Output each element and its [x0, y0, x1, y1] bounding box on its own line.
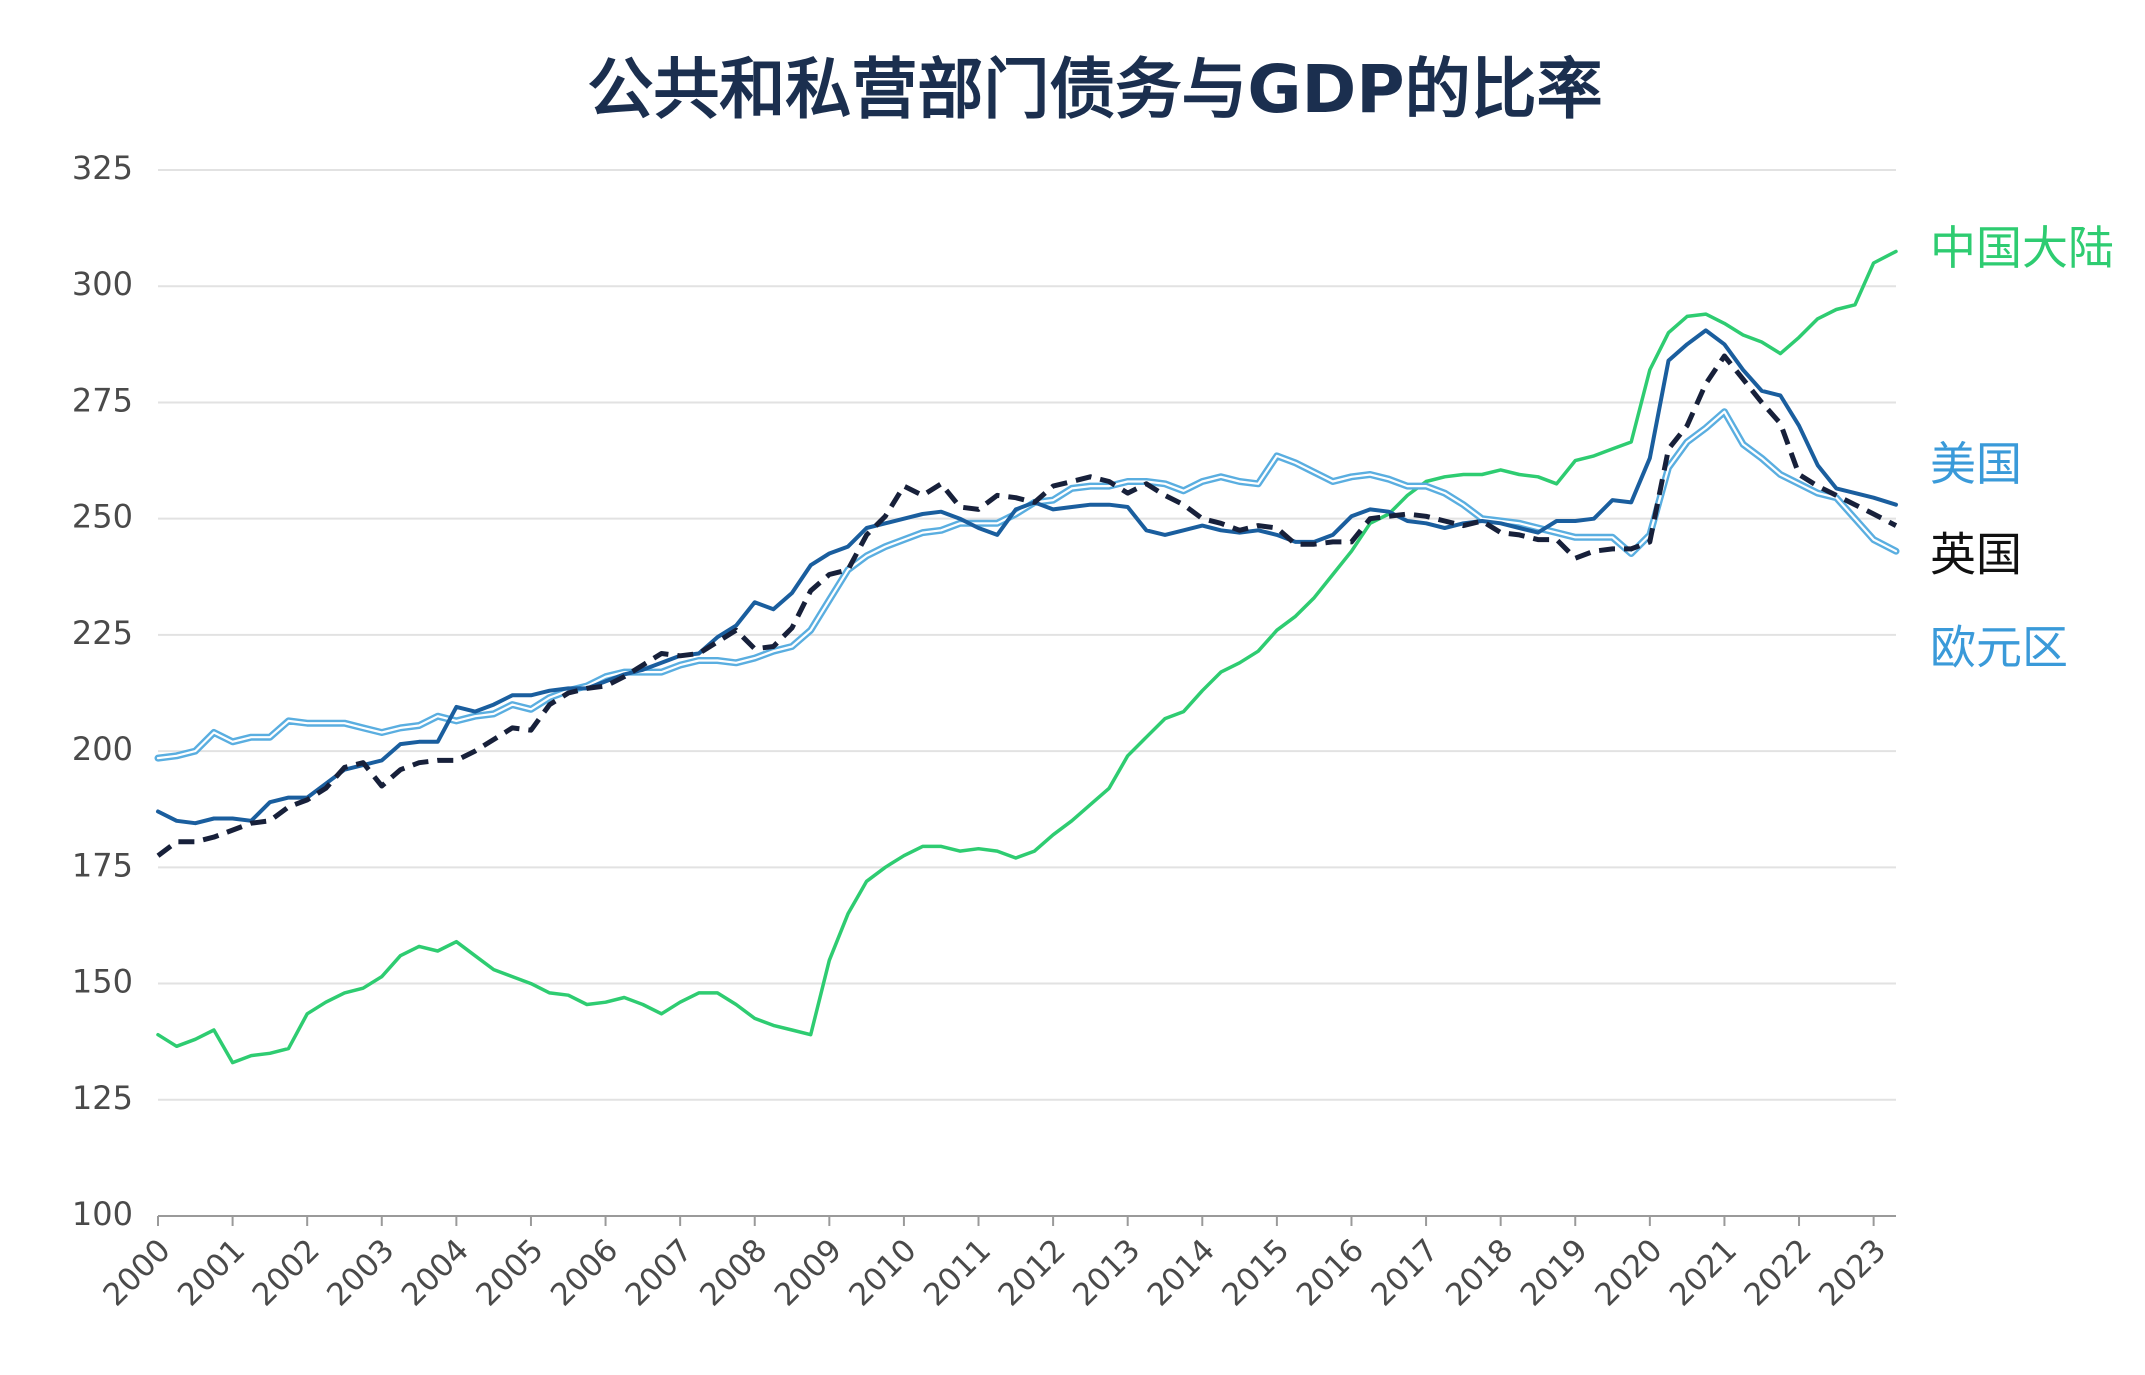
- x-tick-label: 2013: [1066, 1232, 1147, 1313]
- y-tick-label: 125: [72, 1079, 133, 1117]
- series-line-outer: [154, 408, 1900, 762]
- series-中国大陆: [156, 249, 1898, 1065]
- y-tick-label: 250: [72, 498, 133, 536]
- y-axis-ticks: 100 125 150 175 200 225 250 275 300 325: [72, 149, 133, 1233]
- x-tick-label: 2019: [1514, 1232, 1595, 1313]
- x-tick-label: 2006: [544, 1232, 625, 1313]
- series-end-label: 欧元区: [1930, 621, 2068, 675]
- x-tick-label: 2015: [1215, 1232, 1296, 1313]
- x-tick-label: 2009: [768, 1232, 849, 1313]
- x-tick-label: 2005: [469, 1232, 550, 1313]
- series-英国: [156, 353, 1898, 858]
- y-tick-label: 275: [72, 381, 133, 419]
- series-line-inner: [156, 410, 1898, 760]
- x-tick-label: 2008: [693, 1232, 774, 1313]
- series-美国: [156, 328, 1898, 826]
- chart-title: 公共和私营部门债务与GDP的比率: [587, 51, 1602, 128]
- series-end-label: 美国: [1930, 437, 2022, 491]
- series-end-label: 中国大陆: [1930, 221, 2114, 275]
- x-tick-label: 2002: [246, 1232, 327, 1313]
- x-tick-label: 2016: [1290, 1232, 1371, 1313]
- x-tick-label: 2021: [1663, 1232, 1744, 1313]
- y-tick-label: 225: [72, 614, 133, 652]
- series-end-label: 英国: [1930, 528, 2022, 582]
- y-tick-label: 150: [72, 963, 133, 1001]
- x-tick-label: 2014: [1141, 1232, 1222, 1313]
- x-axis: 2000200120022003200420052006200720082009…: [96, 1216, 1893, 1313]
- x-tick-label: 2020: [1588, 1232, 1669, 1313]
- x-tick-label: 2023: [1812, 1232, 1893, 1313]
- x-tick-label: 2001: [171, 1232, 252, 1313]
- x-tick-label: 2010: [842, 1232, 923, 1313]
- y-tick-label: 100: [72, 1195, 133, 1233]
- x-tick-label: 2011: [917, 1232, 998, 1313]
- y-tick-label: 300: [72, 265, 133, 303]
- x-tick-label: 2012: [992, 1232, 1073, 1313]
- series-欧元区: [154, 408, 1900, 762]
- y-tick-label: 200: [72, 730, 133, 768]
- y-tick-label: 175: [72, 846, 133, 884]
- x-tick-label: 2022: [1737, 1232, 1818, 1313]
- series-line: [156, 328, 1898, 826]
- x-tick-label: 2000: [96, 1232, 177, 1313]
- series-line: [156, 353, 1898, 858]
- series-layer: [154, 249, 1900, 1065]
- series-line: [156, 249, 1898, 1065]
- x-tick-label: 2004: [395, 1232, 476, 1313]
- grid-layer: [158, 169, 1896, 1217]
- x-tick-label: 2017: [1364, 1232, 1445, 1313]
- x-tick-label: 2007: [619, 1232, 700, 1313]
- x-tick-label: 2003: [320, 1232, 401, 1313]
- y-tick-label: 325: [72, 149, 133, 187]
- x-tick-label: 2018: [1439, 1232, 1520, 1313]
